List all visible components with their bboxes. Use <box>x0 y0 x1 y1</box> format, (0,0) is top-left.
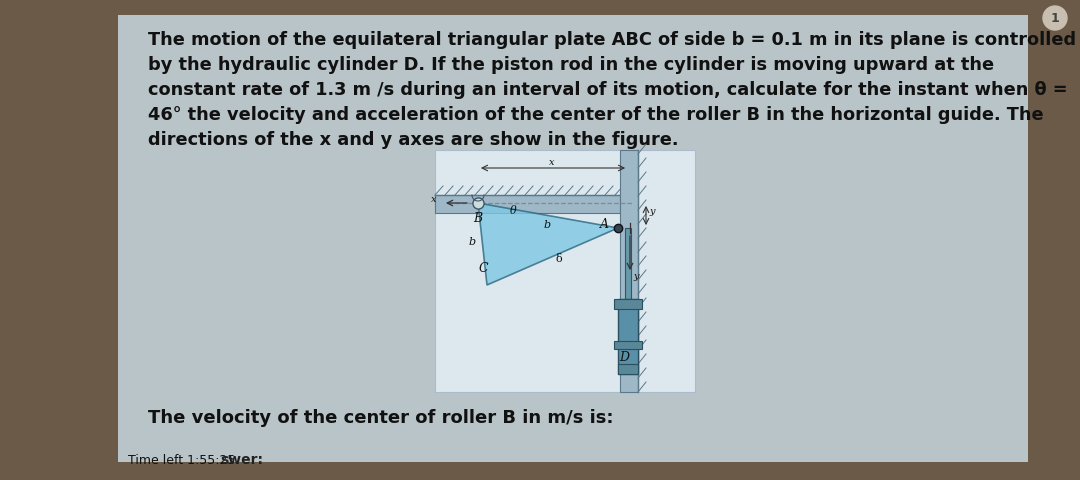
Text: y: y <box>649 207 654 216</box>
Text: D: D <box>619 350 629 363</box>
Text: 1: 1 <box>1051 12 1059 25</box>
Text: A: A <box>600 217 609 230</box>
FancyBboxPatch shape <box>620 151 638 392</box>
FancyBboxPatch shape <box>118 16 1028 462</box>
Text: The motion of the equilateral triangular plate ABC of side b = 0.1 m in its plan: The motion of the equilateral triangular… <box>148 31 1076 149</box>
Text: b: b <box>469 237 475 247</box>
Text: b: b <box>544 220 551 230</box>
Text: swer:: swer: <box>220 452 264 466</box>
FancyBboxPatch shape <box>615 341 642 349</box>
Text: y: y <box>633 271 638 280</box>
Text: C: C <box>480 262 488 275</box>
Text: x: x <box>549 157 554 167</box>
Text: x: x <box>431 194 436 204</box>
FancyBboxPatch shape <box>618 364 638 374</box>
FancyBboxPatch shape <box>618 300 638 374</box>
Text: The velocity of the center of roller B in m/s is:: The velocity of the center of roller B i… <box>148 408 613 426</box>
Circle shape <box>1043 7 1067 31</box>
Text: Time left 1:55:25: Time left 1:55:25 <box>129 453 235 466</box>
Polygon shape <box>478 204 618 286</box>
FancyBboxPatch shape <box>435 151 696 392</box>
FancyBboxPatch shape <box>435 195 620 214</box>
Text: B: B <box>473 212 482 225</box>
Text: δ: δ <box>555 253 562 263</box>
Text: θ: θ <box>510 205 516 216</box>
FancyBboxPatch shape <box>625 228 631 334</box>
FancyBboxPatch shape <box>615 300 642 309</box>
